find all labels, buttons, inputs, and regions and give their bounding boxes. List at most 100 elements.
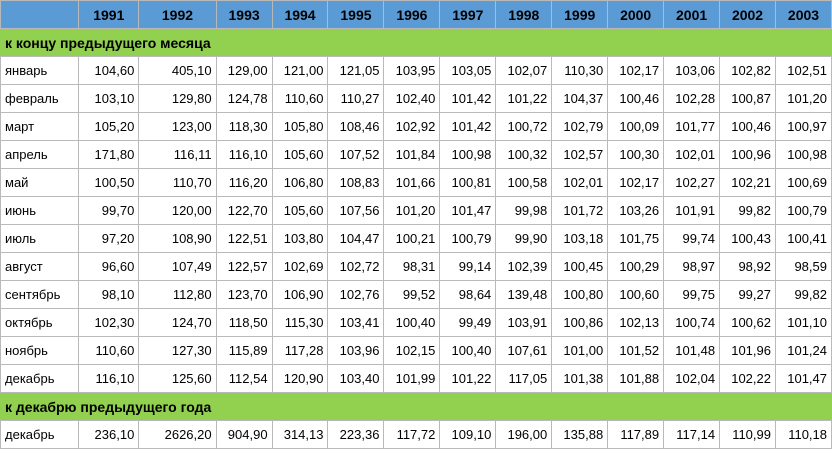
value-cell[interactable]: 904,90 xyxy=(215,420,273,449)
value-cell[interactable]: 104,60 xyxy=(78,56,140,85)
value-cell[interactable]: 102,17 xyxy=(607,168,665,197)
value-cell[interactable]: 101,42 xyxy=(439,112,497,141)
month-label-cell[interactable]: декабрь xyxy=(0,364,80,393)
value-cell[interactable]: 102,04 xyxy=(663,364,721,393)
value-cell[interactable]: 102,15 xyxy=(383,336,441,365)
value-cell[interactable]: 100,62 xyxy=(719,308,776,337)
value-cell[interactable]: 96,60 xyxy=(78,252,140,281)
value-cell[interactable]: 100,72 xyxy=(495,112,553,141)
value-cell[interactable]: 117,14 xyxy=(663,420,721,449)
value-cell[interactable]: 105,80 xyxy=(271,112,329,141)
value-cell[interactable]: 101,47 xyxy=(774,364,832,393)
year-header[interactable]: 1991 xyxy=(78,0,140,29)
value-cell[interactable]: 102,30 xyxy=(78,308,140,337)
value-cell[interactable]: 139,48 xyxy=(495,280,553,309)
value-cell[interactable]: 123,70 xyxy=(215,280,273,309)
value-cell[interactable]: 110,60 xyxy=(271,84,329,113)
value-cell[interactable]: 101,99 xyxy=(383,364,441,393)
value-cell[interactable]: 101,10 xyxy=(774,308,832,337)
value-cell[interactable]: 99,52 xyxy=(383,280,441,309)
value-cell[interactable]: 101,84 xyxy=(383,140,441,169)
value-cell[interactable]: 118,50 xyxy=(215,308,273,337)
value-cell[interactable]: 102,76 xyxy=(327,280,385,309)
value-cell[interactable]: 110,60 xyxy=(78,336,140,365)
value-cell[interactable]: 102,82 xyxy=(719,56,776,85)
value-cell[interactable]: 100,46 xyxy=(719,112,776,141)
value-cell[interactable]: 103,80 xyxy=(271,224,329,253)
value-cell[interactable]: 100,09 xyxy=(607,112,665,141)
value-cell[interactable]: 101,22 xyxy=(439,364,497,393)
value-cell[interactable]: 120,90 xyxy=(271,364,329,393)
value-cell[interactable]: 129,80 xyxy=(138,84,217,113)
month-label-cell[interactable]: сентябрь xyxy=(0,280,80,309)
value-cell[interactable]: 108,90 xyxy=(138,224,217,253)
value-cell[interactable]: 102,22 xyxy=(719,364,776,393)
value-cell[interactable]: 117,72 xyxy=(383,420,441,449)
month-label-cell[interactable]: май xyxy=(0,168,80,197)
value-cell[interactable]: 116,10 xyxy=(215,140,273,169)
value-cell[interactable]: 100,30 xyxy=(607,140,665,169)
value-cell[interactable]: 117,05 xyxy=(495,364,553,393)
value-cell[interactable]: 103,40 xyxy=(327,364,385,393)
value-cell[interactable]: 112,80 xyxy=(138,280,217,309)
value-cell[interactable]: 99,49 xyxy=(439,308,497,337)
value-cell[interactable]: 101,00 xyxy=(551,336,609,365)
value-cell[interactable]: 117,28 xyxy=(271,336,329,365)
value-cell[interactable]: 116,10 xyxy=(78,364,140,393)
value-cell[interactable]: 100,79 xyxy=(774,196,832,225)
value-cell[interactable]: 196,00 xyxy=(495,420,553,449)
value-cell[interactable]: 108,83 xyxy=(327,168,385,197)
value-cell[interactable]: 100,45 xyxy=(551,252,609,281)
value-cell[interactable]: 100,40 xyxy=(439,336,497,365)
value-cell[interactable]: 117,89 xyxy=(607,420,665,449)
value-cell[interactable]: 102,69 xyxy=(271,252,329,281)
value-cell[interactable]: 99,27 xyxy=(719,280,776,309)
value-cell[interactable]: 107,61 xyxy=(495,336,553,365)
value-cell[interactable]: 101,52 xyxy=(607,336,665,365)
value-cell[interactable]: 100,69 xyxy=(774,168,832,197)
value-cell[interactable]: 115,89 xyxy=(215,336,273,365)
value-cell[interactable]: 100,96 xyxy=(719,140,776,169)
year-header[interactable]: 1997 xyxy=(439,0,497,29)
value-cell[interactable]: 105,20 xyxy=(78,112,140,141)
value-cell[interactable]: 101,48 xyxy=(663,336,721,365)
value-cell[interactable]: 100,86 xyxy=(551,308,609,337)
value-cell[interactable]: 112,54 xyxy=(215,364,273,393)
year-header[interactable]: 1992 xyxy=(138,0,217,29)
value-cell[interactable]: 106,80 xyxy=(271,168,329,197)
value-cell[interactable]: 99,14 xyxy=(439,252,497,281)
value-cell[interactable]: 100,81 xyxy=(439,168,497,197)
year-header[interactable]: 1993 xyxy=(215,0,273,29)
value-cell[interactable]: 100,40 xyxy=(383,308,441,337)
value-cell[interactable]: 103,41 xyxy=(327,308,385,337)
value-cell[interactable]: 135,88 xyxy=(551,420,609,449)
value-cell[interactable]: 100,80 xyxy=(551,280,609,309)
value-cell[interactable]: 108,46 xyxy=(327,112,385,141)
year-header[interactable]: 1996 xyxy=(383,0,441,29)
value-cell[interactable]: 100,98 xyxy=(439,140,497,169)
value-cell[interactable]: 99,75 xyxy=(663,280,721,309)
value-cell[interactable]: 125,60 xyxy=(138,364,217,393)
value-cell[interactable]: 101,77 xyxy=(663,112,721,141)
value-cell[interactable]: 101,47 xyxy=(439,196,497,225)
value-cell[interactable]: 106,90 xyxy=(271,280,329,309)
value-cell[interactable]: 98,59 xyxy=(774,252,832,281)
value-cell[interactable]: 98,92 xyxy=(719,252,776,281)
value-cell[interactable]: 101,66 xyxy=(383,168,441,197)
value-cell[interactable]: 99,74 xyxy=(663,224,721,253)
year-header[interactable]: 1994 xyxy=(271,0,329,29)
month-label-cell[interactable]: июнь xyxy=(0,196,80,225)
value-cell[interactable]: 124,70 xyxy=(138,308,217,337)
value-cell[interactable]: 102,72 xyxy=(327,252,385,281)
value-cell[interactable]: 99,82 xyxy=(719,196,776,225)
value-cell[interactable]: 100,79 xyxy=(439,224,497,253)
value-cell[interactable]: 2626,20 xyxy=(138,420,217,449)
value-cell[interactable]: 99,90 xyxy=(495,224,553,253)
value-cell[interactable]: 101,38 xyxy=(551,364,609,393)
value-cell[interactable]: 101,20 xyxy=(774,84,832,113)
value-cell[interactable]: 100,41 xyxy=(774,224,832,253)
value-cell[interactable]: 102,13 xyxy=(607,308,665,337)
value-cell[interactable]: 107,49 xyxy=(138,252,217,281)
year-header[interactable]: 1998 xyxy=(495,0,553,29)
value-cell[interactable]: 98,97 xyxy=(663,252,721,281)
